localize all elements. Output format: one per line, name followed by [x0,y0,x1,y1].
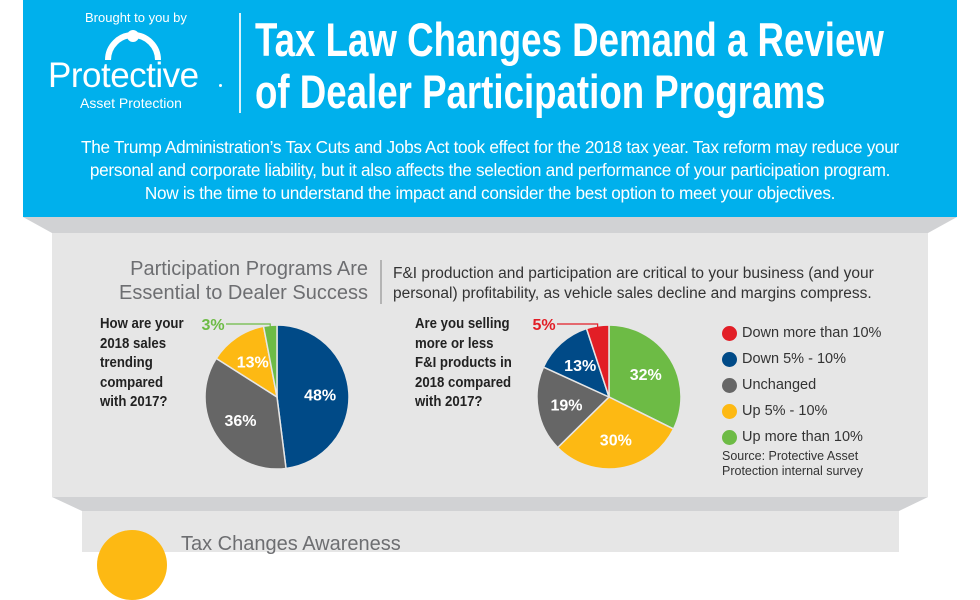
chart-2-slice-4 [542,327,611,399]
chart-1-label-1: 48% [304,387,336,404]
shelf-1 [23,217,957,233]
awareness-heading: Tax Changes Awareness [181,533,401,555]
section-heading: Participation Programs Are Essential to … [100,257,368,305]
chart-2-question-line: F&I products in [415,354,512,371]
title-line-1: Tax Law Changes Demand a Review [255,13,884,66]
source-note: Source: Protective Asset Protection inte… [722,449,892,479]
section-heading-line-1: Participation Programs Are [130,258,368,280]
chart-1-slice-2 [204,357,287,470]
chart-2-label-3: 19% [550,398,582,415]
logo-subtitle: Asset Protection [80,95,182,111]
section-description-line-2: personal) profitability, as vehicle sale… [393,285,872,302]
chart-2-label-1: 32% [630,367,662,384]
chart-2-question: Are you selling more or less F&I product… [415,314,529,412]
chart-1-question-line: 2018 sales [100,334,167,352]
chart-1-question-line: with 2017? [100,393,168,410]
section-heading-line-2: Essential to Dealer Success [118,282,368,304]
chart-1-question-line: How are your [100,315,184,332]
legend-swatch-red [722,325,737,341]
chart-1-question: How are your 2018 sales trending compare… [100,314,197,412]
legend-swatch-gray [722,377,737,393]
chart-1-question-line: trending [100,354,153,371]
source-line-1: Source: Protective Asset [722,449,859,463]
chart-2-slice-3 [536,366,611,449]
chart-1-question-line: compared [100,373,164,391]
participation-panel [52,233,928,497]
intro-line-2: personal and corporate liability, but it… [89,160,891,180]
section-divider [380,260,382,304]
section-description: F&I production and participation are cri… [393,264,874,304]
source-line-2: Protection internal survey [722,464,864,478]
chart-2-question-line: more or less [415,334,494,352]
intro-text: The Trump Administration’s Tax Cuts and … [30,136,950,205]
legend-swatch-green [722,429,737,445]
chart-1-label-3: 13% [237,354,269,371]
page-title: Tax Law Changes Demand a Review of Deale… [255,14,884,118]
logo-wordmark: Protective [48,56,199,95]
legend-label: Down more than 10% [742,325,882,341]
header-banner [23,0,957,217]
chart-2-question-line: 2018 compared [415,373,512,391]
legend-label: Up 5% - 10% [742,403,828,419]
chart-1-label-4: 3% [201,317,224,334]
tax-awareness-panel [82,511,899,552]
intro-line-1: The Trump Administration’s Tax Cuts and … [81,137,899,157]
legend-item-down-5-10: Down 5% - 10% [722,346,881,372]
chart-1-slice-1 [276,324,350,470]
legend-swatch-navy [722,351,737,367]
legend-label: Down 5% - 10% [742,351,846,367]
legend-label: Up more than 10% [742,429,863,445]
section-description-line-1: F&I production and participation are cri… [393,265,874,282]
legend-item-down-more-10: Down more than 10% [722,320,881,346]
chart-1-label-2: 36% [225,413,257,430]
brought-to-you-by: Brought to you by [85,10,187,25]
protective-logo-arc-icon [105,30,161,61]
chart-2-slice-2 [556,396,675,470]
chart-2-label-4: 13% [564,358,596,375]
legend-swatch-yellow [722,403,737,419]
chart-2-question-line: with 2017? [415,393,483,410]
pie-charts: 48% 36% 13% 3% 32% 30% 19% 13% 5% [201,317,682,470]
chart-legend: Down more than 10% Down 5% - 10% Unchang… [722,320,881,450]
chart-2-label-5: 5% [532,317,555,334]
legend-label: Unchanged [742,377,817,393]
shelf-2 [52,497,928,511]
chart-2-label-2: 30% [600,433,632,450]
awareness-circle-icon [97,530,167,600]
chart-2-question-line: Are you selling [415,315,510,332]
header-divider [239,13,241,113]
chart-2-slice-1 [608,324,682,430]
legend-item-up-more-10: Up more than 10% [722,424,881,450]
legend-item-unchanged: Unchanged [722,372,881,398]
legend-item-up-5-10: Up 5% - 10% [722,398,881,424]
panel-shelves [23,217,957,511]
logo-dot [219,84,222,87]
title-line-2: of Dealer Participation Programs [255,65,826,118]
intro-line-3: Now is the time to understand the impact… [144,183,836,203]
